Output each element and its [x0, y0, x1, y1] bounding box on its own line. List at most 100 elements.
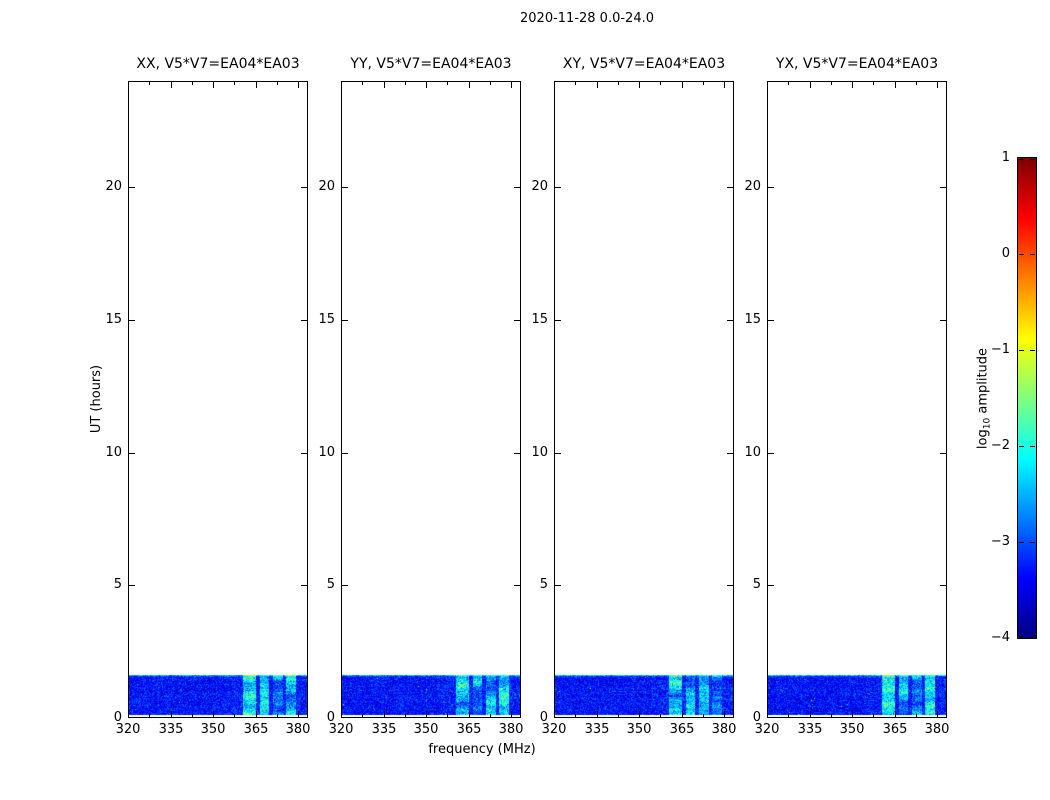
x-tick-label: 350: [626, 722, 652, 737]
x-axis-label: frequency (MHz): [428, 742, 536, 757]
x-tick-mark: [128, 82, 129, 88]
colorbar-tick-mark: [1019, 636, 1024, 637]
y-tick-mark: [342, 717, 348, 718]
x-minor-tick-mark: [703, 82, 704, 85]
y-tick-mark: [342, 187, 348, 188]
x-tick-mark: [937, 82, 938, 88]
x-minor-tick-mark: [234, 82, 235, 85]
y-tick-mark: [555, 187, 561, 188]
y-tick-label: 0: [326, 710, 335, 725]
x-tick-mark: [639, 711, 640, 717]
heatmap-canvas: [342, 82, 520, 717]
x-tick-mark: [341, 82, 342, 88]
x-tick-mark: [597, 711, 598, 717]
colorbar-tick-label: 0: [1001, 246, 1010, 261]
y-tick-mark: [301, 717, 307, 718]
x-tick-mark: [256, 711, 257, 717]
y-tick-mark: [301, 453, 307, 454]
x-minor-tick-mark: [362, 714, 363, 717]
y-tick-label: 10: [744, 445, 761, 460]
y-tick-mark: [940, 585, 946, 586]
y-tick-label: 0: [113, 710, 122, 725]
y-tick-mark: [940, 717, 946, 718]
y-tick-mark: [301, 320, 307, 321]
y-tick-mark: [768, 453, 774, 454]
x-tick-label: 335: [797, 722, 823, 737]
y-tick-label: 15: [318, 312, 335, 327]
x-minor-tick-mark: [405, 82, 406, 85]
y-tick-mark: [727, 717, 733, 718]
x-minor-tick-mark: [660, 82, 661, 85]
y-tick-mark: [727, 585, 733, 586]
y-tick-label: 10: [531, 445, 548, 460]
x-minor-tick-mark: [234, 714, 235, 717]
y-tick-label: 5: [326, 577, 335, 592]
x-tick-label: 380: [711, 722, 737, 737]
y-tick-mark: [727, 187, 733, 188]
x-minor-tick-mark: [873, 714, 874, 717]
x-tick-mark: [384, 82, 385, 88]
x-tick-mark: [298, 711, 299, 717]
colorbar-gradient-canvas: [1018, 158, 1036, 638]
colorbar-tick-mark: [1019, 542, 1024, 543]
x-minor-tick-mark: [788, 714, 789, 717]
colorbar-tick-label: 1: [1001, 150, 1010, 165]
x-tick-label: 320: [754, 722, 780, 737]
heatmap-canvas: [768, 82, 946, 717]
y-tick-mark: [768, 187, 774, 188]
x-minor-tick-mark: [831, 82, 832, 85]
plot-frame: [767, 81, 947, 718]
x-tick-mark: [767, 711, 768, 717]
colorbar-tick-mark: [1030, 254, 1035, 255]
x-tick-label: 350: [413, 722, 439, 737]
x-minor-tick-mark: [788, 82, 789, 85]
y-tick-label: 5: [539, 577, 548, 592]
y-tick-mark: [768, 717, 774, 718]
colorbar-tick-mark: [1019, 350, 1024, 351]
y-tick-mark: [555, 585, 561, 586]
colorbar-tick-mark: [1019, 446, 1024, 447]
x-tick-label: 350: [200, 722, 226, 737]
colorbar-tick-label: −1: [990, 342, 1010, 357]
x-tick-label: 365: [669, 722, 695, 737]
plot-frame: [128, 81, 308, 718]
y-tick-mark: [555, 453, 561, 454]
x-minor-tick-mark: [192, 714, 193, 717]
colorbar-label-subscript: 10: [982, 417, 993, 430]
x-tick-mark: [213, 82, 214, 88]
x-tick-label: 380: [285, 722, 311, 737]
x-minor-tick-mark: [447, 714, 448, 717]
y-tick-mark: [727, 320, 733, 321]
x-tick-label: 320: [541, 722, 567, 737]
y-tick-label: 15: [744, 312, 761, 327]
x-minor-tick-mark: [490, 82, 491, 85]
y-tick-label: 20: [744, 179, 761, 194]
y-tick-label: 5: [113, 577, 122, 592]
colorbar-tick-mark: [1030, 446, 1035, 447]
x-tick-mark: [895, 711, 896, 717]
x-tick-label: 335: [158, 722, 184, 737]
subplot-xy: XY, V5*V7=EA04*EA03 320 335 350 365 380 0 5 10 1…: [531, 0, 736, 800]
x-minor-tick-mark: [703, 714, 704, 717]
x-minor-tick-mark: [149, 714, 150, 717]
y-tick-mark: [129, 320, 135, 321]
y-tick-mark: [342, 320, 348, 321]
x-tick-mark: [937, 711, 938, 717]
x-tick-mark: [810, 711, 811, 717]
x-minor-tick-mark: [660, 714, 661, 717]
colorbar-tick-label: −3: [990, 534, 1010, 549]
y-tick-label: 10: [105, 445, 122, 460]
x-tick-label: 320: [328, 722, 354, 737]
x-tick-mark: [426, 82, 427, 88]
x-tick-mark: [341, 711, 342, 717]
x-tick-mark: [171, 82, 172, 88]
y-tick-mark: [342, 453, 348, 454]
x-minor-tick-mark: [916, 82, 917, 85]
colorbar-tick-mark: [1030, 542, 1035, 543]
y-tick-mark: [727, 453, 733, 454]
y-tick-mark: [129, 717, 135, 718]
x-tick-label: 335: [371, 722, 397, 737]
x-tick-label: 365: [882, 722, 908, 737]
y-tick-mark: [514, 717, 520, 718]
x-tick-label: 335: [584, 722, 610, 737]
